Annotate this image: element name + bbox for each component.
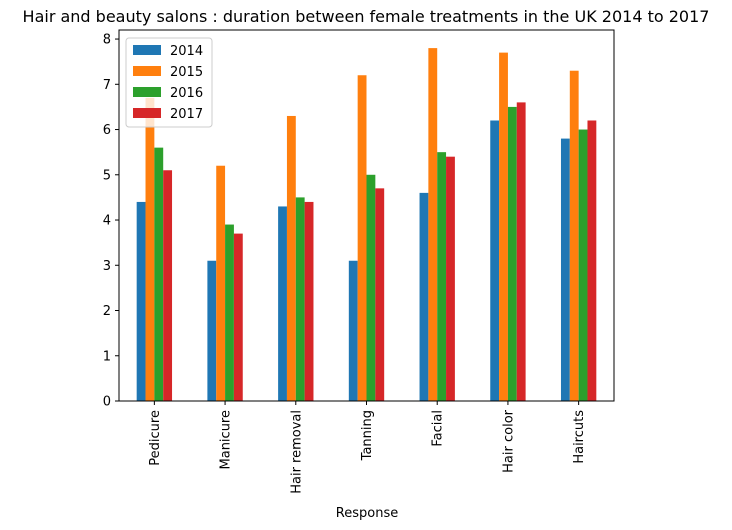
bar-2015-manicure xyxy=(216,165,226,401)
x-axis-label: Response xyxy=(336,506,398,521)
bar-2017-facial xyxy=(446,156,455,401)
bar-2014-tanning xyxy=(348,260,358,401)
chart-title: Hair and beauty salons : duration betwee… xyxy=(23,7,710,26)
bar-2015-facial xyxy=(428,48,438,401)
bar-2017-hair-color xyxy=(516,102,526,401)
bar-2017-pedicure xyxy=(163,170,173,401)
x-tick-label: Tanning xyxy=(360,410,375,461)
x-tick-label: Hair color xyxy=(501,409,516,472)
y-tick-label: 4 xyxy=(103,214,111,229)
bar-2014-hair-color xyxy=(490,120,500,402)
bar-2015-hair-removal xyxy=(286,115,296,402)
bar-2015-pedicure xyxy=(145,97,155,402)
bar-2016-manicure xyxy=(225,224,234,401)
legend-label-2015: 2015 xyxy=(170,65,203,80)
y-tick-label: 5 xyxy=(103,168,111,183)
bar-2014-haircuts xyxy=(560,138,570,401)
bar-2016-hair-color xyxy=(507,106,517,401)
legend-swatch-2016 xyxy=(133,87,161,97)
x-tick-label: Haircuts xyxy=(572,410,587,464)
bar-2017-haircuts xyxy=(587,120,597,402)
bar-2016-haircuts xyxy=(578,129,588,402)
y-tick-label: 3 xyxy=(103,259,111,274)
bar-2016-hair-removal xyxy=(295,197,305,401)
bar-2014-manicure xyxy=(207,260,217,401)
bar-2015-tanning xyxy=(357,75,367,402)
legend: 2014 2015 2016 2017 xyxy=(125,37,213,128)
y-tick-label: 0 xyxy=(103,395,111,410)
y-tick-label: 2 xyxy=(103,304,111,319)
bar-2017-tanning xyxy=(375,188,385,401)
bar-2017-manicure xyxy=(233,233,243,401)
legend-box xyxy=(125,37,213,128)
bar-2015-hair-color xyxy=(499,52,508,402)
legend-swatch-2014 xyxy=(133,45,161,55)
x-tick-label: Facial xyxy=(431,410,446,447)
bar-2016-tanning xyxy=(366,174,376,401)
bar-2017-hair-removal xyxy=(304,201,314,401)
legend-label-2014: 2014 xyxy=(170,44,203,59)
bar-2015-haircuts xyxy=(569,70,579,401)
y-tick-label: 7 xyxy=(103,78,111,93)
bar-2016-facial xyxy=(437,152,447,401)
x-tick-label: Hair removal xyxy=(289,410,304,494)
x-tick-label: Pedicure xyxy=(148,410,163,466)
x-tick-label: Manicure xyxy=(219,410,234,469)
bar-2014-pedicure xyxy=(136,201,146,401)
bar-2014-facial xyxy=(419,192,429,401)
y-tick-label: 8 xyxy=(103,33,111,48)
legend-label-2016: 2016 xyxy=(170,86,203,101)
bar-2014-hair-removal xyxy=(278,206,287,401)
legend-label-2017: 2017 xyxy=(170,107,203,122)
y-tick-label: 6 xyxy=(103,123,111,138)
legend-swatch-2015 xyxy=(133,66,161,76)
y-tick-label: 1 xyxy=(103,349,111,364)
bar-2016-pedicure xyxy=(154,147,164,401)
legend-swatch-2017 xyxy=(133,108,161,118)
plot-area: 0 1 2 3 4 5 6 7 8 Pedicure Manicure Hair removal Tan… xyxy=(103,29,615,494)
